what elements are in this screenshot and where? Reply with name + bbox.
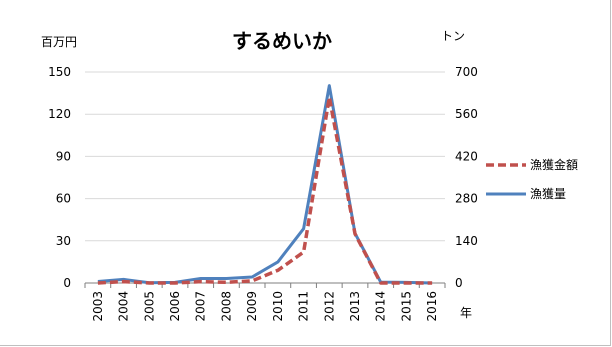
y-left-tick-label: 60 [56, 192, 71, 206]
y-left-tick-label: 0 [63, 276, 71, 290]
x-tick-label: 2013 [348, 291, 362, 322]
y-left-tick-label: 30 [56, 234, 71, 248]
x-tick-label: 2005 [142, 291, 156, 322]
x-tick-label: 2012 [322, 291, 336, 322]
x-tick-label: 2007 [194, 291, 208, 322]
y-right-tick-label: 0 [455, 276, 463, 290]
y-left-tick-label: 90 [56, 149, 71, 163]
x-tick-label: 2010 [271, 291, 285, 322]
x-tick-label: 2015 [399, 291, 413, 322]
y-right-tick-label: 280 [455, 192, 478, 206]
x-tick-label: 2009 [245, 291, 259, 322]
y-right-unit-label: トン [441, 29, 465, 43]
y-left-tick-label: 120 [48, 107, 71, 121]
x-tick-label: 2003 [91, 291, 105, 322]
x-tick-label: 2006 [168, 291, 182, 322]
x-tick-label: 2004 [117, 291, 131, 322]
x-tick-label: 2008 [219, 291, 233, 322]
x-tick-label: 2016 [425, 291, 439, 322]
x-unit-label: 年 [460, 306, 472, 320]
y-left-unit-label: 百万円 [41, 35, 77, 49]
legend-label: 漁獲金額 [530, 157, 578, 172]
chart-title: するめいか [232, 29, 332, 53]
series-line-catch [97, 84, 433, 285]
legend-label: 漁獲量 [530, 187, 566, 201]
x-tick-label: 2014 [374, 291, 388, 322]
y-left-tick-label: 150 [48, 65, 71, 79]
series-line-value [97, 95, 433, 285]
y-right-tick-label: 560 [455, 107, 478, 121]
x-tick-label: 2011 [297, 291, 311, 322]
y-right-tick-label: 700 [455, 65, 478, 79]
y-right-tick-label: 140 [455, 234, 478, 248]
y-right-tick-label: 420 [455, 149, 478, 163]
